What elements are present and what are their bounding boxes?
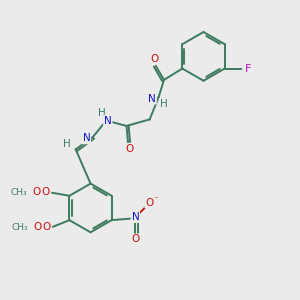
Text: N: N bbox=[82, 134, 90, 143]
Text: O: O bbox=[34, 222, 42, 232]
Text: N: N bbox=[104, 116, 112, 126]
Text: H: H bbox=[98, 108, 106, 118]
Text: O: O bbox=[41, 187, 50, 197]
Text: O: O bbox=[33, 187, 41, 197]
Text: CH₃: CH₃ bbox=[12, 223, 28, 232]
Text: O: O bbox=[131, 235, 140, 244]
Text: H: H bbox=[63, 139, 70, 149]
Text: O: O bbox=[42, 222, 51, 232]
Text: O: O bbox=[150, 54, 158, 64]
Text: H: H bbox=[160, 99, 168, 109]
Text: F: F bbox=[245, 64, 251, 74]
Text: N: N bbox=[148, 94, 156, 103]
Text: O: O bbox=[145, 198, 154, 208]
Text: O: O bbox=[125, 144, 134, 154]
Text: N: N bbox=[132, 212, 139, 222]
Text: CH₃: CH₃ bbox=[11, 188, 28, 197]
Text: ⁻: ⁻ bbox=[154, 195, 158, 204]
